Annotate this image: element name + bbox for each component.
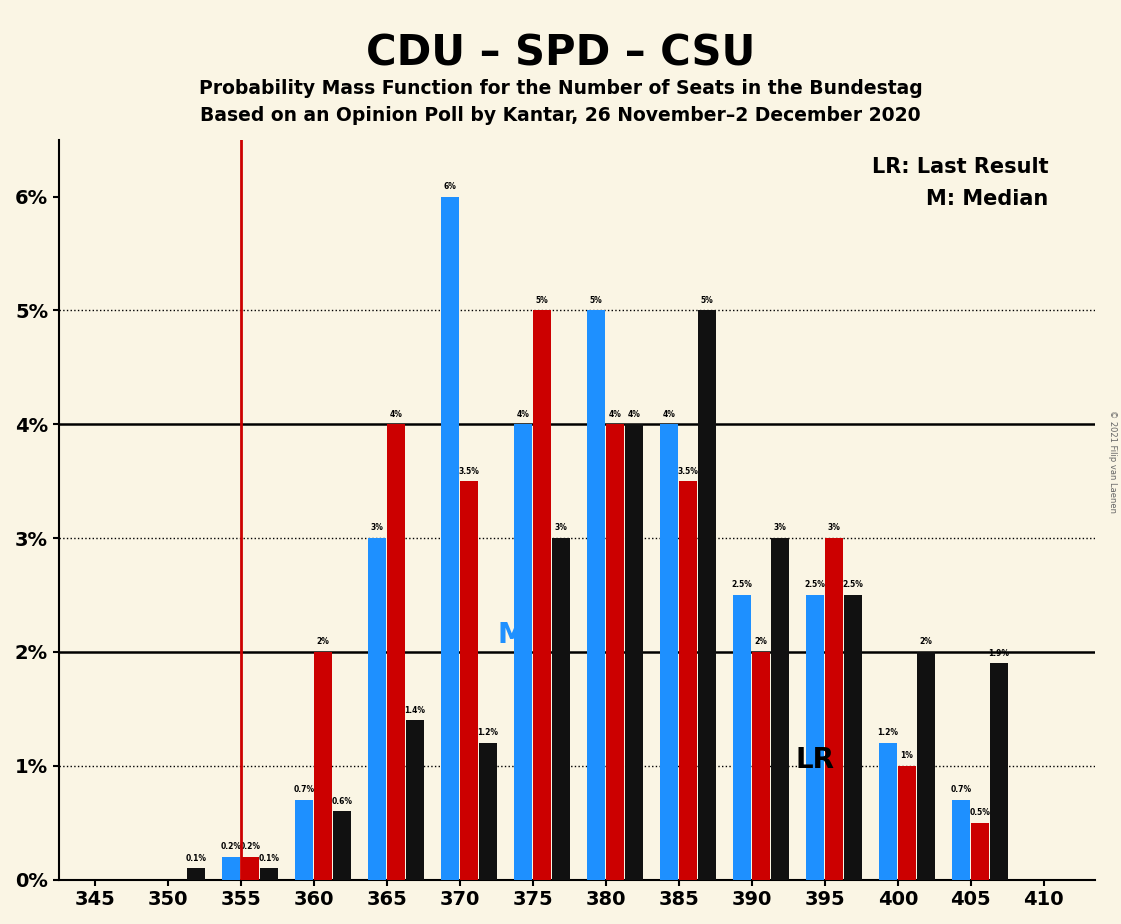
Bar (387, 424, 405, 880)
Bar (879, 743, 897, 880)
Bar (917, 652, 935, 880)
Text: 0.6%: 0.6% (332, 796, 352, 806)
Text: 2.5%: 2.5% (805, 580, 825, 590)
Bar (295, 800, 313, 880)
Text: 6%: 6% (444, 182, 456, 191)
Bar (825, 538, 843, 880)
Text: 2%: 2% (754, 638, 768, 646)
Text: 0.2%: 0.2% (221, 842, 242, 851)
Text: 0.7%: 0.7% (294, 785, 315, 795)
Text: © 2021 Filip van Laenen: © 2021 Filip van Laenen (1108, 410, 1117, 514)
Text: 1.9%: 1.9% (989, 649, 1009, 658)
Text: 0.7%: 0.7% (951, 785, 972, 795)
Bar (806, 595, 824, 880)
Text: 0.1%: 0.1% (186, 854, 206, 862)
Text: 2%: 2% (919, 638, 933, 646)
Bar (733, 595, 751, 880)
Text: M: Median: M: Median (926, 189, 1048, 210)
Bar (314, 652, 332, 880)
Bar (222, 857, 240, 880)
Text: 3%: 3% (371, 523, 383, 532)
Bar (771, 538, 789, 880)
Text: 3.5%: 3.5% (677, 467, 698, 476)
Text: 4%: 4% (390, 409, 402, 419)
Text: 4%: 4% (628, 409, 640, 419)
Bar (406, 720, 424, 880)
Text: 2%: 2% (316, 638, 330, 646)
Bar (679, 481, 697, 880)
Bar (990, 663, 1008, 880)
Bar (660, 424, 678, 880)
Text: Probability Mass Function for the Number of Seats in the Bundestag: Probability Mass Function for the Number… (198, 79, 923, 98)
Bar (624, 424, 643, 880)
Text: 3.5%: 3.5% (458, 467, 480, 476)
Text: 4%: 4% (609, 409, 621, 419)
Bar (187, 869, 205, 880)
Bar (513, 424, 532, 880)
Text: 4%: 4% (517, 409, 529, 419)
Bar (697, 310, 716, 880)
Bar (260, 869, 278, 880)
Text: 4%: 4% (663, 409, 676, 419)
Bar (441, 197, 460, 880)
Text: 3%: 3% (827, 523, 841, 532)
Text: 0.5%: 0.5% (970, 808, 990, 817)
Bar (333, 811, 351, 880)
Text: 0.1%: 0.1% (259, 854, 279, 862)
Bar (605, 424, 624, 880)
Bar (844, 595, 862, 880)
Text: 5%: 5% (536, 296, 548, 305)
Text: 2.5%: 2.5% (732, 580, 752, 590)
Bar (532, 310, 552, 880)
Bar (368, 538, 387, 880)
Text: 3%: 3% (555, 523, 567, 532)
Bar (460, 481, 479, 880)
Text: LR: Last Result: LR: Last Result (871, 157, 1048, 177)
Bar (898, 766, 916, 880)
Text: LR: LR (796, 746, 835, 774)
Bar (241, 857, 259, 880)
Text: 2.5%: 2.5% (843, 580, 863, 590)
Bar (752, 652, 770, 880)
Text: Based on an Opinion Poll by Kantar, 26 November–2 December 2020: Based on an Opinion Poll by Kantar, 26 N… (201, 106, 920, 126)
Bar (971, 822, 989, 880)
Text: 3%: 3% (773, 523, 786, 532)
Text: 1%: 1% (900, 751, 914, 760)
Bar (952, 800, 970, 880)
Text: M: M (498, 621, 525, 649)
Bar (552, 538, 571, 880)
Text: 5%: 5% (590, 296, 602, 305)
Bar (479, 743, 497, 880)
Text: 1.2%: 1.2% (478, 728, 499, 737)
Text: 0.2%: 0.2% (240, 842, 260, 851)
Text: 5%: 5% (701, 296, 713, 305)
Text: CDU – SPD – CSU: CDU – SPD – CSU (365, 32, 756, 74)
Text: 1.4%: 1.4% (405, 706, 426, 714)
Bar (587, 310, 605, 880)
Text: 1.2%: 1.2% (878, 728, 898, 737)
